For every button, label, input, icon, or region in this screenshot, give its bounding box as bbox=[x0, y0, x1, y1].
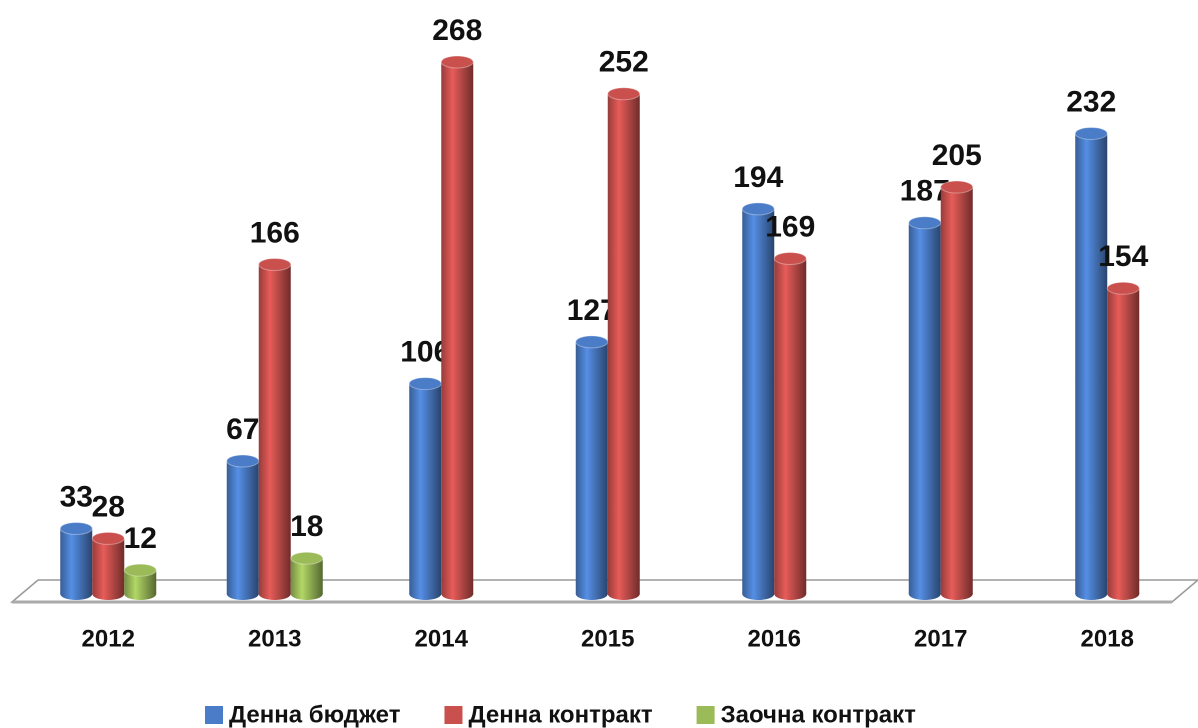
data-label: 268 bbox=[432, 14, 482, 47]
cylinder bbox=[440, 55, 474, 600]
data-label: 67 bbox=[226, 413, 259, 446]
x-tick-label: 2014 bbox=[415, 625, 469, 652]
bar bbox=[774, 258, 807, 594]
cylinder bbox=[59, 521, 93, 600]
cylinder-top bbox=[226, 454, 260, 468]
cylinder bbox=[408, 377, 442, 600]
legend-label: Денна бюджет bbox=[229, 701, 401, 728]
cylinder bbox=[226, 454, 260, 600]
cylinder bbox=[773, 252, 807, 600]
bar bbox=[441, 62, 474, 594]
x-tick-label: 2015 bbox=[581, 625, 634, 652]
bar bbox=[258, 264, 291, 594]
bar bbox=[607, 93, 640, 594]
bar bbox=[742, 208, 775, 595]
bar bbox=[1075, 133, 1108, 594]
cylinder bbox=[741, 202, 775, 600]
bar bbox=[575, 341, 608, 594]
cylinder-top bbox=[1106, 281, 1140, 295]
cylinder-top bbox=[940, 180, 974, 194]
bar bbox=[226, 461, 259, 594]
data-label: 33 bbox=[60, 480, 93, 513]
bar bbox=[1107, 288, 1140, 594]
x-tick-label: 2017 bbox=[914, 625, 967, 652]
cylinder-top bbox=[408, 377, 442, 391]
cylinder-top bbox=[59, 521, 93, 535]
cylinder-top bbox=[290, 551, 324, 565]
x-tick-label: 2012 bbox=[82, 625, 135, 652]
legend-swatch bbox=[444, 706, 463, 724]
cylinder bbox=[940, 180, 974, 600]
cylinder-top bbox=[1074, 126, 1108, 140]
data-label: 18 bbox=[290, 510, 323, 543]
legend-label: Денна контракт bbox=[468, 701, 652, 728]
legend-swatch bbox=[205, 706, 223, 724]
cylinder bbox=[1074, 126, 1108, 600]
cylinder-top bbox=[440, 55, 474, 69]
legend-swatch bbox=[696, 706, 715, 724]
cylinder bbox=[1106, 281, 1140, 600]
x-tick-label: 2013 bbox=[248, 625, 301, 652]
cylinder-top bbox=[123, 563, 157, 577]
bar bbox=[92, 538, 125, 594]
cylinder bbox=[575, 335, 609, 600]
data-label: 12 bbox=[124, 522, 157, 555]
data-label: 166 bbox=[250, 216, 300, 249]
bar bbox=[409, 383, 442, 594]
data-label: 205 bbox=[932, 139, 982, 172]
cylinder bbox=[607, 87, 641, 600]
data-label: 252 bbox=[599, 46, 649, 79]
bar bbox=[124, 570, 157, 594]
bar bbox=[940, 187, 973, 595]
data-label: 232 bbox=[1066, 85, 1116, 118]
cylinder bbox=[91, 531, 125, 600]
cylinder-top bbox=[575, 335, 609, 349]
cylinder-top bbox=[258, 257, 292, 271]
data-label: 169 bbox=[765, 210, 815, 243]
cylinder bbox=[290, 551, 324, 600]
cylinder bbox=[258, 257, 292, 600]
cylinder-top bbox=[908, 216, 942, 230]
cylinder-top bbox=[773, 252, 807, 266]
cylinder bbox=[908, 216, 942, 600]
data-label: 28 bbox=[92, 490, 125, 523]
cylinder-top bbox=[607, 87, 641, 101]
cylinder bbox=[123, 563, 157, 600]
legend-label: Заочна контракт bbox=[721, 701, 917, 728]
data-label: 154 bbox=[1098, 240, 1148, 273]
x-tick-label: 2016 bbox=[748, 625, 801, 652]
bar bbox=[908, 222, 941, 594]
bar bbox=[60, 528, 93, 594]
data-label: 194 bbox=[733, 161, 783, 194]
cylinder-top bbox=[741, 202, 775, 216]
cylinder-top bbox=[91, 531, 125, 545]
x-tick-label: 2018 bbox=[1081, 625, 1134, 652]
